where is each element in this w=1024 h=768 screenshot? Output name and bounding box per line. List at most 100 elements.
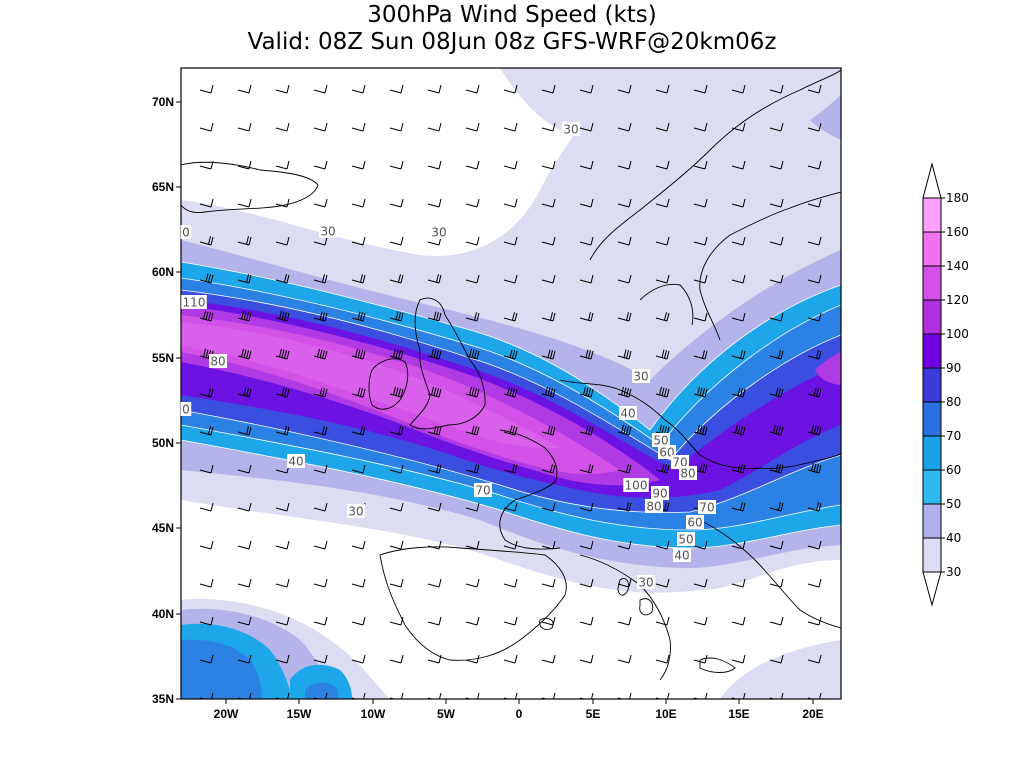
contour-line (181, 277, 841, 446)
colorbar-swatch (922, 537, 942, 573)
wind-barb (313, 502, 328, 512)
wind-barb (769, 616, 784, 626)
wind-barb (541, 274, 556, 284)
wind-barb (579, 236, 594, 246)
wind-barb (503, 236, 518, 246)
wind-barb (389, 198, 404, 208)
wind-barb (313, 464, 328, 474)
wind-barb (503, 312, 518, 322)
wind-barb (617, 464, 632, 474)
wind-barb (579, 578, 594, 588)
wind-barb (465, 274, 480, 284)
wind-barb (199, 122, 214, 132)
wind-barb (199, 654, 214, 664)
wind-barb (769, 122, 784, 132)
wind-barb (351, 540, 366, 550)
wind-barb (731, 463, 746, 474)
lon-tick-label: 20W (214, 707, 239, 721)
wind-barb (541, 654, 556, 664)
wind-barb (693, 236, 708, 246)
wind-barb (199, 273, 214, 284)
wind-barb (275, 348, 290, 360)
wind-barb (693, 350, 708, 360)
wind-barb (199, 84, 214, 94)
band-30-top (500, 68, 760, 133)
wind-barb (351, 464, 366, 474)
lat-tick-label: 65N (152, 180, 174, 194)
colorbar-level-label: 140 (946, 259, 969, 273)
lat-tick-label: 55N (152, 351, 174, 365)
wind-barb (465, 578, 480, 588)
wind-barb (389, 122, 404, 132)
wind-barb (617, 236, 632, 246)
colorbar-level-label: 60 (946, 463, 961, 477)
contour-line (181, 409, 841, 513)
wind-barb (199, 502, 214, 512)
wind-barb (693, 654, 708, 664)
wind-barb (579, 502, 594, 512)
band-60-sw (181, 639, 262, 699)
wind-barb (275, 616, 290, 626)
wind-barb (617, 424, 632, 436)
wind-barb (617, 578, 632, 588)
lon-tick-label: 15W (287, 707, 312, 721)
colorbar-level-label: 90 (946, 361, 961, 375)
wind-barb (655, 540, 670, 550)
colorbar-swatch (922, 367, 942, 403)
wind-barb (807, 198, 822, 208)
wind-barb (389, 236, 404, 246)
wind-barb (541, 578, 556, 588)
wind-barb (313, 348, 328, 360)
wind-barb (237, 236, 252, 246)
wind-barb (427, 654, 442, 664)
wind-barb (275, 122, 290, 132)
wind-barb (313, 578, 328, 588)
wind-barb (617, 540, 632, 550)
wind-barb (769, 160, 784, 170)
wind-barb (655, 654, 670, 664)
colorbar-swatch (922, 469, 942, 505)
wind-barb (503, 122, 518, 132)
wind-barb (769, 198, 784, 208)
wind-barb (617, 349, 632, 360)
wind-barb (389, 426, 404, 436)
wind-barb (427, 274, 442, 284)
wind-barb (655, 463, 670, 474)
wind-barb (199, 578, 214, 588)
wind-barb (503, 654, 518, 664)
lat-tick-label: 35N (152, 692, 174, 706)
wind-barb (693, 122, 708, 132)
wind-barb (617, 654, 632, 664)
wind-barb (237, 198, 252, 208)
wind-barb (199, 464, 214, 474)
wind-barb (503, 578, 518, 588)
wind-barb (617, 386, 632, 398)
wind-barb (199, 616, 214, 626)
wind-barb (199, 388, 214, 398)
colorbar-level-label: 180 (946, 191, 969, 205)
wind-barb (655, 236, 670, 246)
contour-value-label: 70 (699, 501, 714, 515)
wind-barb (731, 502, 746, 512)
wind-barb (237, 387, 252, 398)
band-30-se (720, 640, 841, 699)
wind-barb (541, 84, 556, 94)
wind-barb (693, 274, 708, 284)
wind-barb (465, 122, 480, 132)
wind-barb (351, 387, 366, 398)
wind-barb (579, 464, 594, 474)
wind-barb (693, 312, 708, 322)
wind-barb (313, 198, 328, 208)
wind-barb (541, 349, 556, 360)
wind-barb (237, 654, 252, 664)
coastlines (181, 69, 841, 681)
lon-tick-label: 5E (586, 707, 601, 721)
wind-barbs (199, 84, 822, 699)
wind-barb (769, 654, 784, 664)
wind-barb (503, 274, 518, 284)
wind-barb (693, 540, 708, 550)
colorbar-swatch (922, 401, 942, 437)
lon-tick-label: 15E (728, 707, 749, 721)
wind-barb (541, 236, 556, 246)
wind-barb (617, 502, 632, 512)
